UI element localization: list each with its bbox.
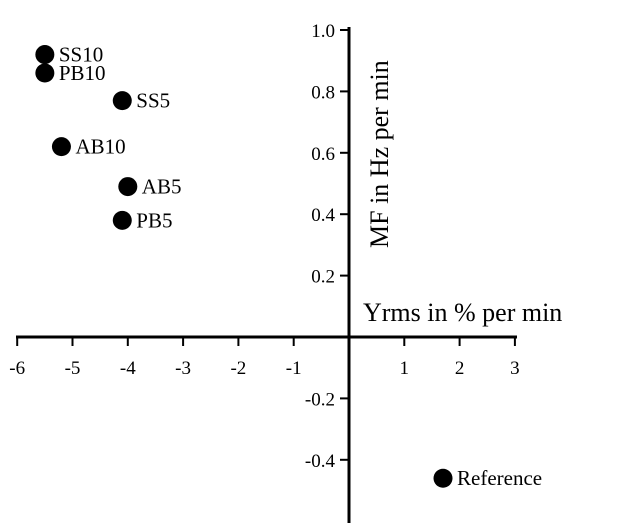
data-point-label: AB5 [142, 175, 182, 199]
data-point-label: PB5 [136, 208, 172, 232]
x-tick-label: 1 [400, 358, 410, 379]
data-point [118, 177, 138, 197]
data-point [112, 91, 132, 111]
data-point [433, 468, 453, 488]
x-tick-label: -5 [65, 358, 81, 379]
y-tick-label: 0.6 [311, 144, 335, 165]
x-tick-label: -3 [175, 358, 191, 379]
data-point [112, 210, 132, 230]
y-axis-title: MF in Hz per min [365, 60, 394, 248]
x-tick-label: 3 [510, 358, 520, 379]
x-tick-label: -4 [120, 358, 136, 379]
x-tick-label: -6 [9, 358, 25, 379]
x-tick-label: 2 [455, 358, 465, 379]
y-tick-label: 0.2 [311, 267, 335, 288]
data-point-label: PB10 [59, 61, 106, 85]
data-point [35, 45, 55, 65]
data-point [51, 137, 71, 157]
y-tick-label: -0.4 [305, 451, 336, 472]
data-point [35, 63, 55, 83]
data-point-label: Reference [457, 466, 542, 490]
x-tick-label: -2 [230, 358, 246, 379]
data-point-label: SS5 [136, 89, 170, 113]
y-tick-label: -0.2 [305, 389, 335, 410]
y-tick-label: 1.0 [311, 21, 335, 42]
x-axis-ticks: -6 -5 -4 -3 -2 -1 1 2 3 [9, 337, 520, 379]
data-point-label: SS10 [59, 43, 103, 67]
x-tick-label: -1 [286, 358, 302, 379]
y-axis-ticks: 1.0 0.8 0.6 0.4 0.2 -0.2 -0.4 [305, 21, 349, 472]
x-axis-title: Yrms in % per min [363, 298, 562, 327]
y-tick-label: 0.4 [311, 205, 335, 226]
data-point-label: AB10 [75, 135, 125, 159]
y-tick-label: 0.8 [311, 82, 335, 103]
